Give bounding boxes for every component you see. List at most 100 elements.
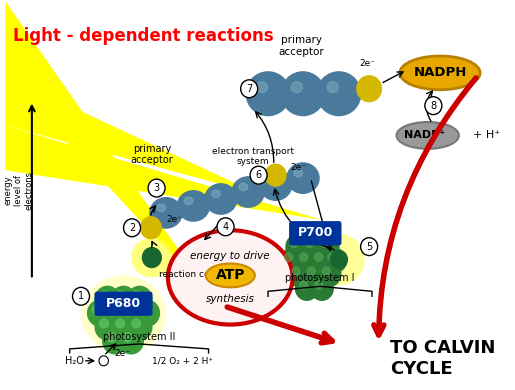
Circle shape [132,319,141,328]
Ellipse shape [397,122,459,149]
Circle shape [328,253,336,261]
Text: NADP⁺: NADP⁺ [404,130,445,140]
Ellipse shape [184,197,193,205]
Text: energy to drive: energy to drive [191,250,270,261]
Ellipse shape [313,234,365,285]
Text: 1/2 O₂ + 2 H⁺: 1/2 O₂ + 2 H⁺ [152,356,213,365]
Circle shape [108,305,117,314]
Text: photosystem II: photosystem II [103,332,175,342]
Ellipse shape [157,204,166,212]
Circle shape [300,253,307,261]
Circle shape [288,262,311,286]
Circle shape [127,314,152,340]
Ellipse shape [256,82,267,93]
Text: electron transport
system: electron transport system [212,147,294,166]
Circle shape [292,267,300,275]
Ellipse shape [266,176,275,184]
Circle shape [73,287,90,305]
Text: ATP: ATP [215,268,245,282]
Circle shape [123,333,132,342]
Circle shape [318,262,341,286]
Circle shape [290,239,298,248]
Ellipse shape [168,230,293,324]
Text: 5: 5 [366,242,372,252]
Text: TO CALVIN
CYCLE: TO CALVIN CYCLE [390,339,495,378]
Circle shape [280,248,303,273]
Polygon shape [6,126,322,220]
Circle shape [148,179,165,197]
Ellipse shape [317,72,360,115]
Ellipse shape [260,170,291,200]
Circle shape [107,333,116,342]
Circle shape [102,328,127,354]
Circle shape [124,305,133,314]
Circle shape [104,300,128,326]
Circle shape [265,164,286,186]
Text: energy
level of
electrons: energy level of electrons [4,170,33,209]
Text: P700: P700 [298,226,333,239]
Ellipse shape [294,169,303,177]
Circle shape [124,219,141,237]
Circle shape [305,239,313,248]
Circle shape [311,277,333,300]
FancyBboxPatch shape [95,292,152,315]
Circle shape [111,286,136,312]
Ellipse shape [400,56,480,90]
Circle shape [132,291,141,300]
Text: + H⁺: + H⁺ [473,130,500,140]
Circle shape [95,314,120,340]
Text: reaction center: reaction center [160,270,229,279]
Text: 7: 7 [246,84,252,94]
Text: 8: 8 [431,101,436,111]
Ellipse shape [239,183,248,191]
Circle shape [241,80,258,98]
Ellipse shape [150,198,182,228]
Polygon shape [6,76,261,195]
Circle shape [315,281,323,289]
Ellipse shape [291,82,302,93]
Ellipse shape [232,177,264,207]
Text: 6: 6 [255,170,262,180]
Text: primary
acceptor: primary acceptor [278,35,324,57]
Circle shape [357,76,382,102]
Circle shape [331,251,348,268]
Text: 2e⁻: 2e⁻ [291,163,307,172]
Circle shape [303,262,325,286]
Circle shape [425,97,442,115]
Circle shape [296,277,318,300]
Circle shape [100,291,108,300]
Circle shape [100,319,108,328]
Circle shape [300,281,307,289]
Circle shape [127,286,152,312]
Polygon shape [6,2,213,299]
Circle shape [286,235,308,259]
Text: 4: 4 [222,222,229,232]
Ellipse shape [81,275,166,353]
Circle shape [316,235,339,259]
Circle shape [284,253,293,261]
Ellipse shape [281,72,325,115]
Circle shape [217,218,234,236]
Circle shape [311,248,333,273]
Circle shape [88,300,112,326]
Ellipse shape [205,184,237,214]
Circle shape [320,239,329,248]
Circle shape [120,300,144,326]
Text: 2e⁻: 2e⁻ [359,59,375,68]
Circle shape [99,356,108,366]
Text: photosystem I: photosystem I [285,273,355,284]
Text: primary
acceptor: primary acceptor [130,144,173,165]
Circle shape [116,319,125,328]
Circle shape [135,300,160,326]
Text: 3: 3 [153,183,160,193]
Text: H₂O: H₂O [65,356,84,366]
Text: P680: P680 [106,297,141,310]
Circle shape [119,328,143,354]
Circle shape [250,166,267,184]
Circle shape [315,253,323,261]
FancyBboxPatch shape [290,222,341,245]
Circle shape [322,267,330,275]
Circle shape [301,235,324,259]
Text: 1: 1 [78,291,84,301]
Text: synthesis: synthesis [206,294,255,304]
